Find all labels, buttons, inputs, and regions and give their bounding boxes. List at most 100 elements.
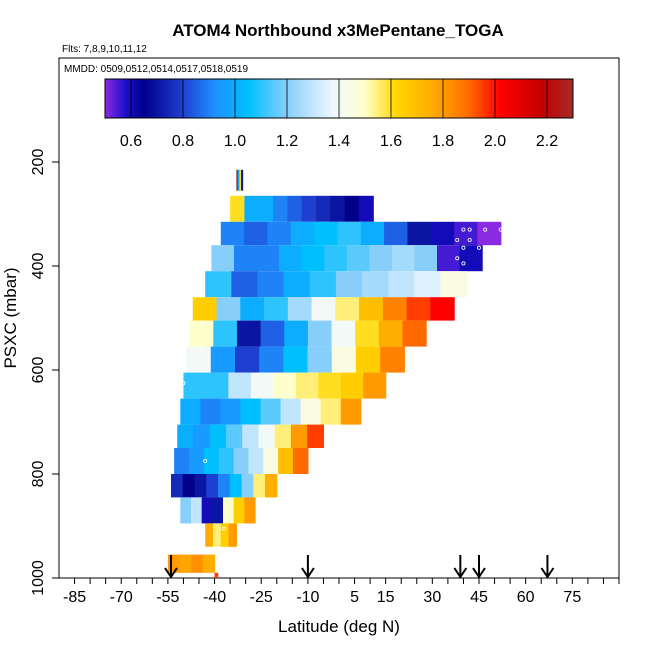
flight-arrow-3 [472,555,486,579]
band-7-cell-3 [259,346,284,373]
band-14-cell-2 [220,523,230,547]
sample-marker-12 [200,347,205,352]
colorbar-tick-label-2: 1.0 [224,133,246,150]
band-8-cell-6 [318,372,342,399]
colorbar-tick-label-3: 1.2 [276,133,298,150]
band-6-cell-4 [284,320,309,347]
band-2-cell-0 [220,221,245,246]
flights-note: Flts: 7,8,9,10,11,12 [62,44,147,55]
x-tick-label-7: 15 [377,589,395,606]
band-10-cell-6 [274,424,292,448]
sample-marker-8 [476,245,481,250]
band-10-cell-8 [307,424,325,448]
dates-note: MMDD: 0509,0512,0514,0517,0518,0519 [64,64,248,75]
band-5-cell-10 [430,297,455,321]
data-markers [181,227,506,531]
sample-marker-1 [467,227,472,232]
band-11-cell-4 [233,448,250,474]
x-axis-label: Latitude (deg N) [278,617,400,636]
band-4-cell-3 [283,271,311,298]
colorbar-tick-label-8: 2.2 [536,133,558,150]
band-3-cell-1 [234,245,258,272]
band-9-cell-4 [260,398,282,425]
band-1-cell-1 [244,195,260,222]
band-2-cell-8 [407,221,432,246]
colorbar-ticks: 0.6 0.8 1.0 1.2 1.4 1.6 1.8 2.0 2.2 [120,79,558,150]
band-4-cell-6 [362,271,389,298]
band-15-cell-0 [167,554,181,573]
data-bands [167,169,502,578]
band-1-cell-3 [273,195,288,222]
colorbar-tick-label-1: 0.8 [172,133,194,150]
band-2-cell-9 [430,221,455,246]
band-0-cell-3 [241,169,244,191]
band-4-cell-7 [388,271,415,298]
band-5-cell-4 [287,297,313,321]
band-1-cell-7 [330,195,346,222]
colorbar-tick-label-5: 1.6 [380,133,402,150]
sample-marker-13 [181,380,186,385]
band-8-cell-8 [363,372,387,399]
band-2-cell-2 [267,221,292,246]
band-12-cell-0 [171,474,184,498]
band-8-cell-2 [228,372,252,399]
band-2-cell-1 [244,221,269,246]
flight-arrow-4 [540,555,555,579]
band-11-cell-1 [188,448,205,474]
band-3-cell-8 [391,245,416,272]
band-8-cell-0 [183,372,207,399]
band-4-cell-4 [309,271,337,298]
band-3-cell-0 [211,245,235,272]
x-tick-label-3: -40 [203,589,226,606]
band-6-cell-6 [331,320,356,347]
band-3-cell-4 [301,245,325,272]
band-13-cell-4 [223,497,235,524]
y-axis-label: PSXC (mbar) [1,267,20,368]
sample-marker-11 [200,321,205,326]
y-tick-label-0: 200 [30,149,47,176]
band-1-cell-4 [287,195,303,222]
band-11-cell-5 [248,448,264,474]
band-15-cell-2 [191,554,204,573]
sample-marker-2 [483,227,488,232]
band-3-cell-7 [369,245,393,272]
band-5-cell-2 [240,297,265,321]
band-14-cell-0 [205,523,214,547]
x-tick-label-10: 60 [517,589,535,606]
band-10-cell-4 [242,424,260,448]
band-13-cell-1 [191,497,203,524]
band-1-cell-0 [230,195,246,222]
band-12-cell-7 [253,474,266,498]
y-axis: 200 400 600 800 1000 [30,149,59,596]
band-7-cell-4 [283,346,309,373]
band-9-cell-6 [300,398,322,425]
sample-marker-6 [467,237,472,242]
x-tick-label-4: -25 [250,589,273,606]
flight-arrow-2 [453,555,468,579]
band-5-cell-6 [335,297,360,321]
band-12-cell-8 [265,474,278,498]
band-3-cell-6 [346,245,370,272]
band-8-cell-5 [295,372,319,399]
band-12-cell-6 [241,474,254,498]
band-2-cell-6 [360,221,385,246]
sample-marker-7 [461,245,466,250]
band-10-cell-3 [225,424,243,448]
band-12-cell-5 [229,474,243,498]
band-3-cell-10 [437,245,461,272]
x-tick-label-2: -55 [156,589,179,606]
band-9-cell-1 [200,398,222,425]
band-5-cell-0 [192,297,218,321]
band-1-cell-2 [258,195,274,222]
band-0-cell-0 [236,169,239,191]
band-11-cell-0 [174,448,190,474]
band-7-cell-7 [355,346,381,373]
sample-marker-9 [455,256,460,261]
x-axis: -85 -70 -55 -40 -25 -10 5 15 30 45 60 75 [63,578,620,606]
band-1-cell-9 [358,195,374,222]
band-7-cell-6 [331,346,357,373]
band-13-cell-2 [201,497,213,524]
band-8-cell-4 [273,372,297,399]
colorbar-tick-label-7: 2.0 [484,133,506,150]
sample-marker-15 [221,526,226,531]
